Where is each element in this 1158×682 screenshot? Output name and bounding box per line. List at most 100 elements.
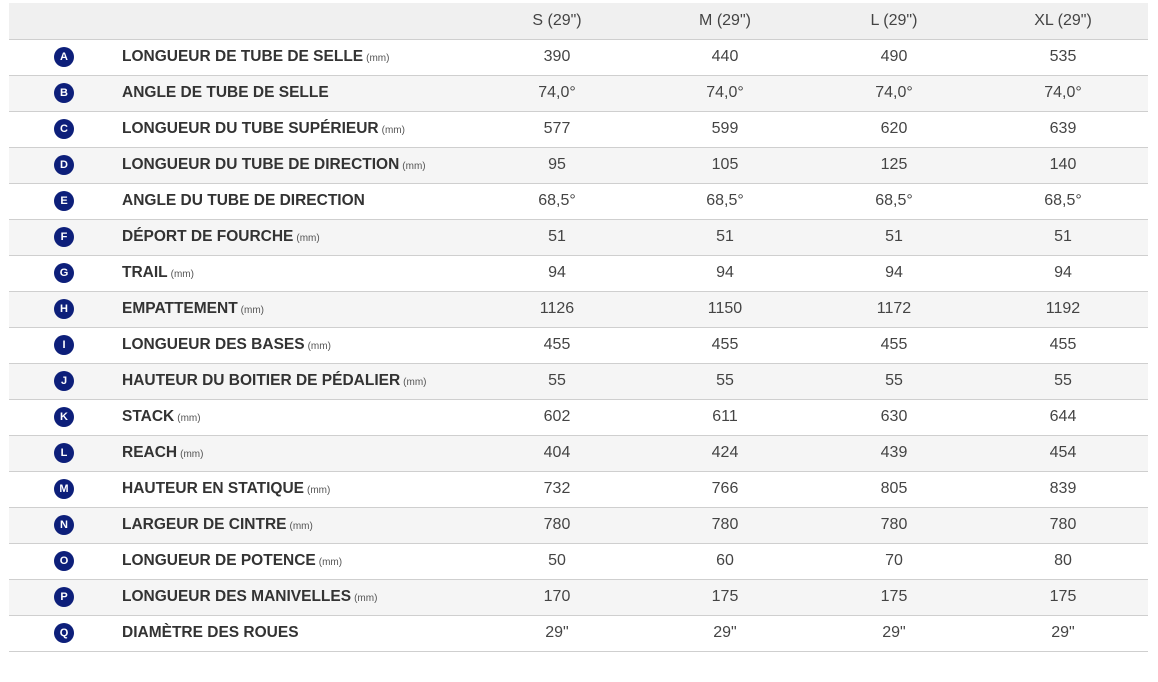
value-cell-s: 95 — [548, 156, 566, 173]
measurement-unit: (mm) — [289, 521, 313, 532]
measurement-name: DIAMÈTRE DES ROUES — [122, 624, 299, 641]
table-row: P LONGUEUR DES MANIVELLES (mm) 170 175 175 175 — [9, 579, 1148, 615]
value-cell-l: 51 — [885, 228, 903, 245]
table-row: L REACH (mm) 404 424 439 454 — [9, 435, 1148, 471]
value-cell-s: 732 — [543, 480, 571, 497]
value-cell-m: 766 — [711, 480, 739, 497]
value-cell-s: 74,0° — [538, 84, 576, 101]
value-cell-s: 1126 — [539, 300, 575, 317]
value-cell-xl: 175 — [1049, 588, 1077, 605]
measurement-name: LARGEUR DE CINTRE — [122, 516, 287, 533]
value-cell-xl: 74,0° — [1044, 84, 1082, 101]
value-cell-l: 1172 — [876, 300, 912, 317]
row-name-cell: ANGLE DU TUBE DE DIRECTION — [122, 183, 474, 219]
value-cell-m: 94 — [716, 264, 734, 281]
table-row: F DÉPORT DE FOURCHE (mm) 51 51 51 51 — [9, 219, 1148, 255]
row-letter-badge: B — [54, 83, 74, 103]
header-size-s: S (29") — [532, 11, 582, 29]
row-letter-badge: E — [54, 191, 74, 211]
table-body: A LONGUEUR DE TUBE DE SELLE (mm) 390 440 490 5… — [9, 39, 1148, 651]
value-cell-xl: 80 — [1054, 552, 1072, 569]
row-letter-badge: Q — [54, 623, 74, 643]
table-row: O LONGUEUR DE POTENCE (mm) 50 60 70 80 — [9, 543, 1148, 579]
row-letter-badge: N — [54, 515, 74, 535]
row-name-cell: LONGUEUR DE TUBE DE SELLE (mm) — [122, 39, 474, 75]
measurement-unit: (mm) — [296, 233, 320, 244]
value-cell-l: 620 — [880, 120, 908, 137]
value-cell-m: 29" — [713, 624, 737, 641]
row-letter-cell: E — [9, 183, 122, 219]
row-letter-badge: O — [54, 551, 74, 571]
row-name-cell: LONGUEUR DES BASES (mm) — [122, 327, 474, 363]
table-row: C LONGUEUR DU TUBE SUPÉRIEUR (mm) 577 599 620… — [9, 111, 1148, 147]
table-row: G TRAIL (mm) 94 94 94 94 — [9, 255, 1148, 291]
value-cell-xl: 839 — [1049, 480, 1077, 497]
value-cell-m: 51 — [716, 228, 734, 245]
row-name-cell: DIAMÈTRE DES ROUES — [122, 615, 474, 651]
value-cell-xl: 639 — [1049, 120, 1077, 137]
row-letter-badge: I — [54, 335, 74, 355]
table-row: J HAUTEUR DU BOITIER DE PÉDALIER (mm) 55 55 5… — [9, 363, 1148, 399]
value-cell-m: 74,0° — [706, 84, 744, 101]
row-name-cell: LONGUEUR DES MANIVELLES (mm) — [122, 579, 474, 615]
row-name-cell: LONGUEUR DU TUBE SUPÉRIEUR (mm) — [122, 111, 474, 147]
row-letter-badge: H — [54, 299, 74, 319]
value-cell-l: 455 — [880, 336, 908, 353]
table-row: H EMPATTEMENT (mm) 1126 1150 1172 1192 — [9, 291, 1148, 327]
measurement-unit: (mm) — [307, 341, 331, 352]
value-cell-m: 440 — [711, 48, 739, 65]
table-row: B ANGLE DE TUBE DE SELLE 74,0° 74,0° 74,0° 74… — [9, 75, 1148, 111]
value-cell-m: 599 — [711, 120, 739, 137]
value-cell-xl: 1192 — [1045, 300, 1081, 317]
value-cell-xl: 140 — [1049, 156, 1077, 173]
row-letter-cell: C — [9, 111, 122, 147]
value-cell-s: 602 — [543, 408, 571, 425]
value-cell-s: 390 — [543, 48, 571, 65]
row-letter-badge: A — [54, 47, 74, 67]
row-letter-cell: B — [9, 75, 122, 111]
measurement-name: ANGLE DU TUBE DE DIRECTION — [122, 192, 365, 209]
row-letter-cell: M — [9, 471, 122, 507]
value-cell-xl: 29" — [1051, 624, 1075, 641]
header-size-l: L (29") — [870, 11, 918, 29]
row-name-cell: DÉPORT DE FOURCHE (mm) — [122, 219, 474, 255]
value-cell-l: 805 — [880, 480, 908, 497]
value-cell-l: 780 — [880, 516, 908, 533]
value-cell-xl: 94 — [1054, 264, 1072, 281]
row-letter-cell: I — [9, 327, 122, 363]
header-size-m: M (29") — [699, 11, 751, 29]
row-letter-badge: K — [54, 407, 74, 427]
value-cell-l: 175 — [880, 588, 908, 605]
row-letter-cell: A — [9, 39, 122, 75]
row-name-cell: TRAIL (mm) — [122, 255, 474, 291]
measurement-unit: (mm) — [366, 53, 390, 64]
value-cell-s: 170 — [543, 588, 571, 605]
row-name-cell: ANGLE DE TUBE DE SELLE — [122, 75, 474, 111]
value-cell-l: 55 — [885, 372, 903, 389]
measurement-name: ANGLE DE TUBE DE SELLE — [122, 84, 329, 101]
value-cell-xl: 454 — [1049, 444, 1077, 461]
row-letter-cell: L — [9, 435, 122, 471]
table-row: D LONGUEUR DU TUBE DE DIRECTION (mm) 95 105 1… — [9, 147, 1148, 183]
row-name-cell: LONGUEUR DU TUBE DE DIRECTION (mm) — [122, 147, 474, 183]
row-letter-cell: N — [9, 507, 122, 543]
measurement-unit: (mm) — [402, 161, 426, 172]
value-cell-m: 455 — [711, 336, 739, 353]
value-cell-xl: 780 — [1049, 516, 1077, 533]
value-cell-xl: 644 — [1049, 408, 1077, 425]
measurement-name: EMPATTEMENT — [122, 300, 238, 317]
header-empty-name — [122, 3, 474, 39]
row-name-cell: REACH (mm) — [122, 435, 474, 471]
row-letter-badge: L — [54, 443, 74, 463]
row-letter-cell: K — [9, 399, 122, 435]
measurement-unit: (mm) — [180, 449, 204, 460]
value-cell-s: 55 — [548, 372, 566, 389]
value-cell-l: 29" — [882, 624, 906, 641]
value-cell-s: 29" — [545, 624, 569, 641]
measurement-unit: (mm) — [177, 413, 201, 424]
row-letter-badge: D — [54, 155, 74, 175]
row-letter-badge: P — [54, 587, 74, 607]
measurement-name: LONGUEUR DES MANIVELLES — [122, 588, 352, 605]
value-cell-s: 780 — [543, 516, 571, 533]
value-cell-m: 780 — [711, 516, 739, 533]
